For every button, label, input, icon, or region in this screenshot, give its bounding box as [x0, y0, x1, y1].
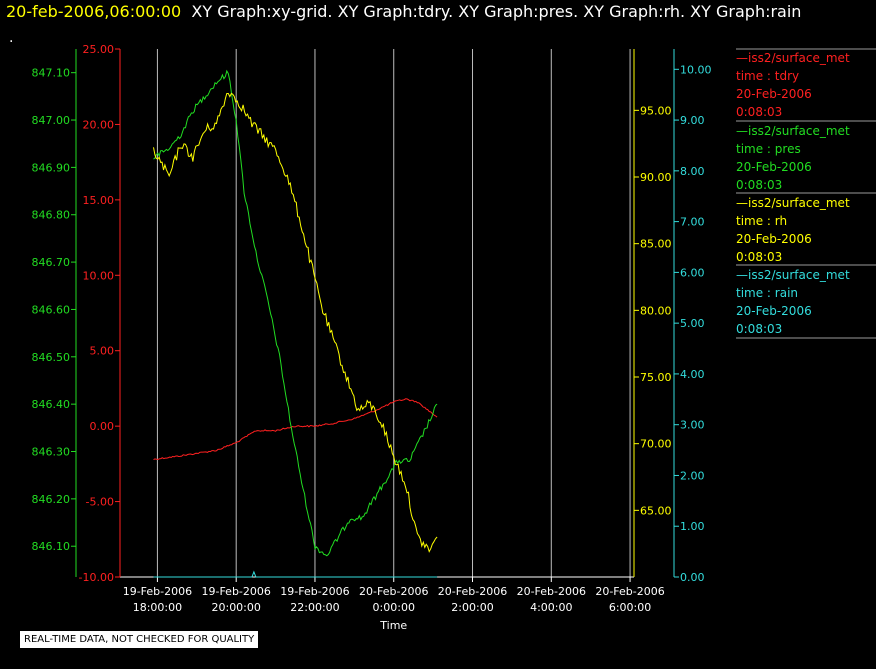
x-tick-label-time: 18:00:00: [133, 601, 182, 614]
rh-tick-label: 90.00: [640, 171, 672, 184]
pres-tick-label: 846.50: [32, 351, 71, 364]
rain-tick-label: 2.00: [680, 469, 705, 482]
legend-var: time : pres: [736, 142, 801, 156]
legend-dataset: —iss2/surface_met: [736, 124, 850, 138]
x-tick-label-time: 22:00:00: [290, 601, 339, 614]
pres-tick-label: 846.80: [32, 209, 71, 222]
rain-tick-label: 0.00: [680, 571, 705, 584]
x-tick-label-time: 6:00:00: [609, 601, 651, 614]
rain-tick-label: 6.00: [680, 266, 705, 279]
pres-tick-label: 846.20: [32, 493, 71, 506]
legend-date: 20-Feb-2006: [736, 160, 812, 174]
pres-tick-label: 846.90: [32, 161, 71, 174]
x-axis-label: Time: [379, 619, 407, 632]
legend-var: time : rh: [736, 214, 788, 228]
quality-disclaimer: REAL-TIME DATA, NOT CHECKED FOR QUALITY: [20, 631, 259, 648]
tdry-tick-label: -5.00: [86, 496, 114, 509]
rh-tick-label: 75.00: [640, 371, 672, 384]
graph-list: XY Graph:xy-grid. XY Graph:tdry. XY Grap…: [191, 2, 802, 21]
series-line-tdry: [153, 398, 438, 461]
legend-date: 20-Feb-2006: [736, 87, 812, 101]
legend-entry-rain: —iss2/surface_met time : rain 20-Feb-200…: [736, 266, 876, 338]
legend-date: 20-Feb-2006: [736, 304, 812, 318]
rain-tick-label: 9.00: [680, 114, 705, 127]
x-tick-label-date: 19-Feb-2006: [123, 585, 192, 598]
x-tick-label-date: 20-Feb-2006: [517, 585, 586, 598]
pres-tick-label: 847.00: [32, 114, 71, 127]
rh-tick-label: 70.00: [640, 438, 672, 451]
x-tick-label-date: 20-Feb-2006: [595, 585, 664, 598]
x-tick-label-date: 19-Feb-2006: [280, 585, 349, 598]
rain-tick-label: 3.00: [680, 419, 705, 432]
tdry-tick-label: 20.00: [83, 118, 115, 131]
legend-var: time : tdry: [736, 69, 800, 83]
x-tick-label-date: 19-Feb-2006: [201, 585, 270, 598]
legend-date: 20-Feb-2006: [736, 232, 812, 246]
rain-tick-label: 4.00: [680, 368, 705, 381]
x-tick-label-time: 20:00:00: [211, 601, 260, 614]
chart-title: 20-feb-2006,06:00:00 XY Graph:xy-grid. X…: [6, 2, 801, 21]
legend-dataset: —iss2/surface_met: [736, 196, 850, 210]
x-tick-label-date: 20-Feb-2006: [359, 585, 428, 598]
tdry-tick-label: 10.00: [83, 269, 115, 282]
x-tick-label-time: 2:00:00: [451, 601, 493, 614]
legend-dataset: —iss2/surface_met: [736, 268, 850, 282]
status-dot: .: [9, 30, 14, 46]
x-tick-label-date: 20-Feb-2006: [438, 585, 507, 598]
series-line-rain: [153, 570, 438, 578]
pres-tick-label: 846.70: [32, 256, 71, 269]
rh-tick-label: 85.00: [640, 238, 672, 251]
rain-tick-label: 1.00: [680, 520, 705, 533]
rain-tick-label: 7.00: [680, 216, 705, 229]
legend-time: 0:08:03: [736, 178, 783, 192]
tdry-tick-label: 5.00: [90, 345, 115, 358]
pres-tick-label: 846.60: [32, 303, 71, 316]
tdry-tick-label: 25.00: [83, 43, 115, 56]
legend-dataset: —iss2/surface_met: [736, 51, 850, 65]
legend-var: time : rain: [736, 286, 799, 300]
legend-entry-tdry: —iss2/surface_met time : tdry 20-Feb-200…: [736, 49, 876, 121]
legend-entry-rh: —iss2/surface_met time : rh 20-Feb-2006 …: [736, 194, 876, 266]
series-line-rh: [153, 92, 438, 553]
legend-entry-pres: —iss2/surface_met time : pres 20-Feb-200…: [736, 122, 876, 194]
rain-tick-label: 5.00: [680, 317, 705, 330]
rh-tick-label: 80.00: [640, 304, 672, 317]
rain-tick-label: 8.00: [680, 165, 705, 178]
tdry-tick-label: 15.00: [83, 194, 115, 207]
pres-tick-label: 846.30: [32, 446, 71, 459]
tdry-tick-label: -10.00: [79, 571, 114, 584]
rh-tick-label: 95.00: [640, 104, 672, 117]
legend-time: 0:08:03: [736, 322, 783, 336]
timestamp: 20-feb-2006,06:00:00: [6, 2, 182, 21]
pres-tick-label: 846.40: [32, 398, 71, 411]
pres-tick-label: 847.10: [32, 67, 71, 80]
rh-tick-label: 65.00: [640, 504, 672, 517]
legend-time: 0:08:03: [736, 250, 783, 264]
pres-tick-label: 846.10: [32, 540, 71, 553]
legend-time: 0:08:03: [736, 105, 783, 119]
series-line-pres: [153, 69, 438, 557]
x-tick-label-time: 4:00:00: [530, 601, 572, 614]
x-tick-label-time: 0:00:00: [373, 601, 415, 614]
rain-tick-label: 10.00: [680, 63, 712, 76]
tdry-tick-label: 0.00: [90, 420, 115, 433]
